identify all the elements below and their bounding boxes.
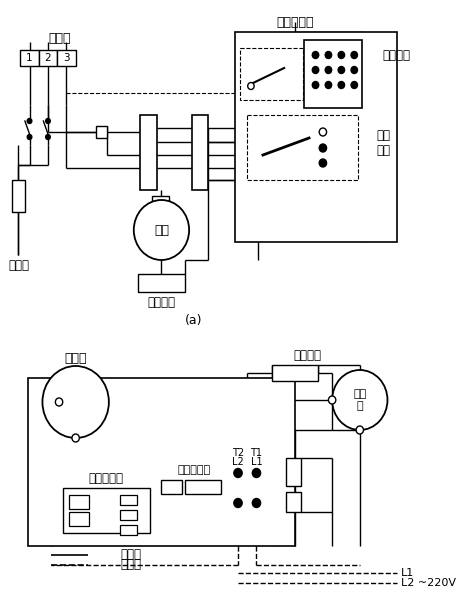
- Circle shape: [325, 82, 331, 88]
- Text: 运转电容: 运转电容: [292, 349, 320, 362]
- Bar: [69, 512, 90, 526]
- Circle shape: [42, 366, 109, 438]
- Circle shape: [27, 134, 32, 140]
- Text: L2: L2: [232, 457, 243, 467]
- Bar: [235, 32, 396, 242]
- Circle shape: [337, 82, 344, 88]
- Circle shape: [337, 52, 344, 59]
- Bar: [285, 458, 300, 486]
- Text: 机内线: 机内线: [120, 549, 140, 561]
- Text: 1: 1: [26, 53, 33, 63]
- Text: 风扇
开关: 风扇 开关: [375, 129, 390, 157]
- Text: 风机: 风机: [154, 224, 168, 236]
- Bar: [304, 40, 361, 108]
- Circle shape: [27, 118, 32, 124]
- Bar: [246, 115, 357, 180]
- Bar: [20, 50, 39, 66]
- Text: 3: 3: [63, 53, 70, 63]
- Text: 压缩机: 压缩机: [64, 352, 87, 365]
- Circle shape: [312, 66, 318, 73]
- Bar: [272, 365, 318, 381]
- Bar: [184, 480, 221, 494]
- Circle shape: [325, 66, 331, 73]
- Circle shape: [331, 370, 386, 430]
- Text: 运行电容: 运行电容: [147, 295, 175, 308]
- Circle shape: [247, 82, 254, 89]
- Bar: [285, 492, 300, 512]
- Bar: [62, 488, 150, 533]
- Bar: [28, 378, 295, 546]
- Circle shape: [55, 398, 62, 406]
- Circle shape: [319, 144, 326, 152]
- Circle shape: [312, 82, 318, 88]
- Circle shape: [319, 128, 326, 136]
- Circle shape: [252, 498, 260, 507]
- Text: 接触器: 接触器: [49, 31, 71, 44]
- Bar: [96, 126, 107, 138]
- Text: 电热丝: 电热丝: [8, 259, 29, 272]
- Circle shape: [350, 82, 357, 88]
- Text: L1: L1: [250, 457, 262, 467]
- Circle shape: [328, 396, 335, 404]
- Text: 起动继电器: 起动继电器: [89, 471, 123, 484]
- Bar: [140, 115, 157, 190]
- Text: 电动
机: 电动 机: [353, 389, 366, 411]
- Circle shape: [325, 52, 331, 59]
- Circle shape: [45, 134, 50, 140]
- Text: 机外线: 机外线: [120, 558, 140, 571]
- Bar: [138, 274, 184, 292]
- Text: L1: L1: [400, 568, 414, 578]
- Circle shape: [350, 52, 357, 59]
- Text: 起动电容器: 起动电容器: [177, 465, 210, 475]
- Bar: [161, 480, 181, 494]
- Circle shape: [72, 434, 79, 442]
- Bar: [191, 115, 208, 190]
- Text: 温度控制器: 温度控制器: [276, 15, 313, 28]
- Text: 2: 2: [45, 53, 51, 63]
- Text: (a): (a): [185, 314, 202, 327]
- Bar: [120, 510, 136, 520]
- Circle shape: [134, 200, 189, 260]
- Circle shape: [233, 468, 241, 478]
- Bar: [120, 495, 136, 505]
- Circle shape: [350, 66, 357, 73]
- Bar: [152, 196, 168, 210]
- Circle shape: [312, 52, 318, 59]
- Circle shape: [252, 468, 260, 478]
- Bar: [12, 180, 25, 212]
- Circle shape: [319, 159, 326, 167]
- Circle shape: [45, 118, 50, 124]
- Text: 选择开关: 选择开关: [382, 49, 410, 62]
- Circle shape: [337, 66, 344, 73]
- Text: T2: T2: [231, 448, 244, 458]
- Bar: [39, 50, 57, 66]
- Bar: [239, 48, 302, 100]
- Text: L2 ~220V: L2 ~220V: [400, 578, 455, 588]
- Bar: [120, 525, 136, 535]
- Circle shape: [233, 498, 241, 507]
- Bar: [57, 50, 75, 66]
- Text: T1: T1: [250, 448, 262, 458]
- Circle shape: [355, 426, 363, 434]
- Bar: [69, 495, 90, 509]
